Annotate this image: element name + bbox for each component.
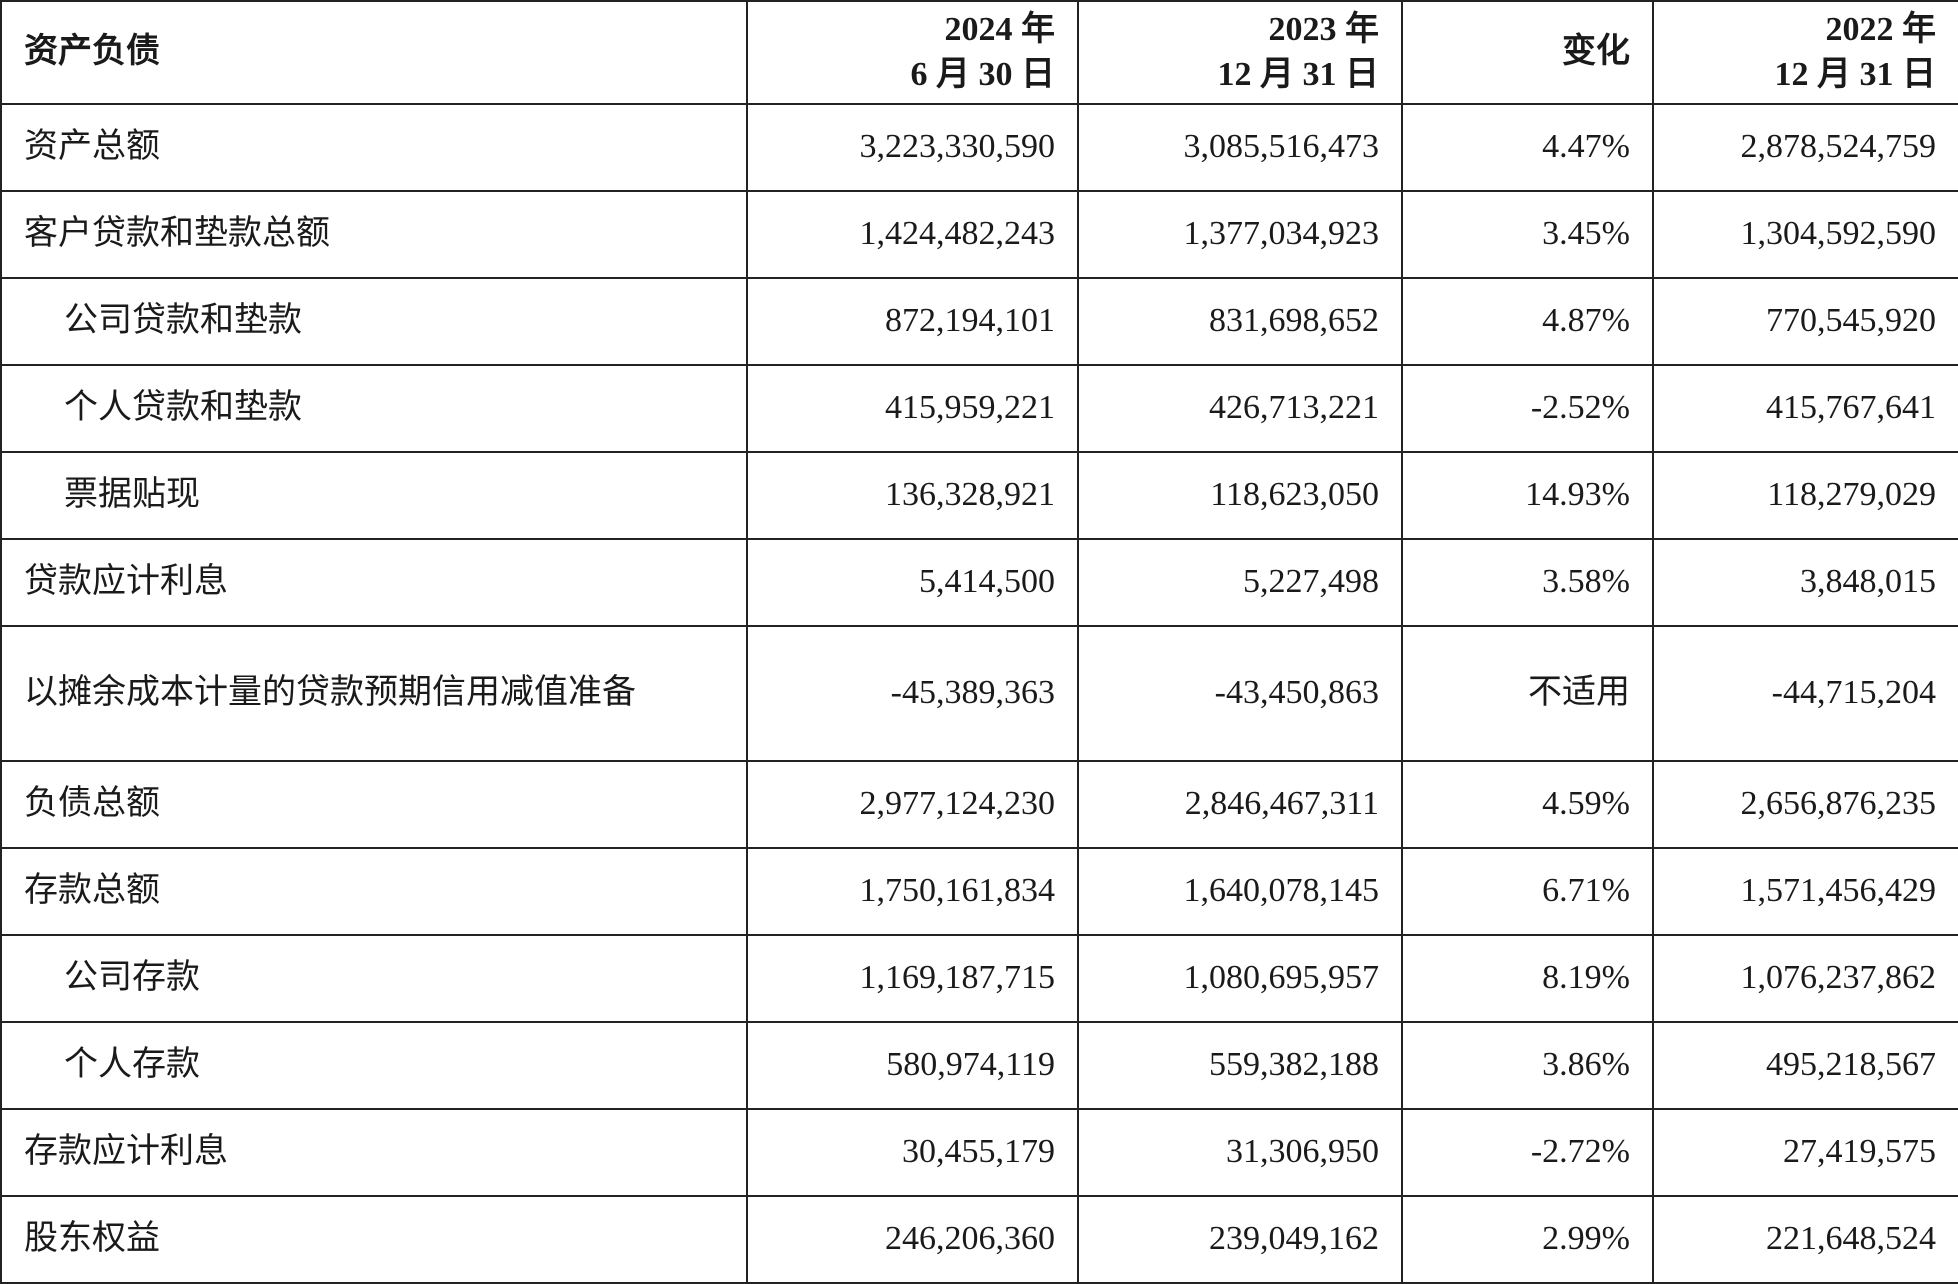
cell-value: 239,049,162 [1077,1195,1403,1284]
row-label: 客户贷款和垫款总额 [0,190,748,279]
cell-value: 5,414,500 [746,538,1079,627]
header-row: 资产负债 2024 年 6 月 30 日 2023 年 12 月 31 日 变化 2022 … [0,0,1958,105]
cell-value: 4.47% [1401,103,1654,192]
row-label: 股东权益 [0,1195,748,1284]
cell-value: 31,306,950 [1077,1108,1403,1197]
cell-value: 495,218,567 [1652,1021,1958,1110]
row-label: 负债总额 [0,760,748,849]
header-cell: 2023 年 12 月 31 日 [1077,0,1403,105]
cell-value: -43,450,863 [1077,625,1403,762]
row-label: 公司贷款和垫款 [0,277,748,366]
row-label: 个人贷款和垫款 [0,364,748,453]
header-line: 2024 年 [944,11,1056,49]
row-label: 以摊余成本计量的贷款预期信用减值准备 [0,625,748,762]
table-row: 个人贷款和垫款 415,959,221 426,713,221 -2.52% 415,7… [0,364,1958,453]
row-label: 存款总额 [0,847,748,936]
row-label: 资产总额 [0,103,748,192]
cell-value: -2.52% [1401,364,1654,453]
cell-value: 415,959,221 [746,364,1079,453]
cell-value: 3,085,516,473 [1077,103,1403,192]
cell-value: 1,377,034,923 [1077,190,1403,279]
table-row: 负债总额 2,977,124,230 2,846,467,311 4.59% 2,656… [0,760,1958,849]
header-cell: 2022 年 12 月 31 日 [1652,0,1958,105]
cell-value: 3.45% [1401,190,1654,279]
table-row: 个人存款 580,974,119 559,382,188 3.86% 495,218,5… [0,1021,1958,1110]
cell-value: 3.86% [1401,1021,1654,1110]
row-label: 公司存款 [0,934,748,1023]
cell-value: 2,656,876,235 [1652,760,1958,849]
cell-value: 5,227,498 [1077,538,1403,627]
header-cell: 资产负债 [0,0,748,105]
header-line: 2023 年 [1268,11,1380,49]
cell-value: 118,279,029 [1652,451,1958,540]
cell-value: 1,571,456,429 [1652,847,1958,936]
cell-value: 8.19% [1401,934,1654,1023]
cell-value: 426,713,221 [1077,364,1403,453]
cell-value: 4.87% [1401,277,1654,366]
header-line: 变化 [1562,33,1630,71]
table-row: 公司存款 1,169,187,715 1,080,695,957 8.19% 1,076… [0,934,1958,1023]
table-row: 票据贴现 136,328,921 118,623,050 14.93% 118,279,… [0,451,1958,540]
cell-value: 246,206,360 [746,1195,1079,1284]
cell-value: 221,648,524 [1652,1195,1958,1284]
cell-value: 2,846,467,311 [1077,760,1403,849]
header-line: 6 月 30 日 [910,55,1056,93]
cell-value: 580,974,119 [746,1021,1079,1110]
cell-value: 770,545,920 [1652,277,1958,366]
cell-value: 1,750,161,834 [746,847,1079,936]
cell-value: 118,623,050 [1077,451,1403,540]
row-label: 票据贴现 [0,451,748,540]
table-row: 存款总额 1,750,161,834 1,640,078,145 6.71% 1,571… [0,847,1958,936]
table-row: 资产总额 3,223,330,590 3,085,516,473 4.47% 2,878… [0,103,1958,192]
cell-value: 6.71% [1401,847,1654,936]
header-cell: 2024 年 6 月 30 日 [746,0,1079,105]
cell-value: 2,878,524,759 [1652,103,1958,192]
header-line: 12 月 31 日 [1217,55,1380,93]
table-row: 贷款应计利息 5,414,500 5,227,498 3.58% 3,848,015 [0,538,1958,627]
cell-value: 3.58% [1401,538,1654,627]
cell-value: 415,767,641 [1652,364,1958,453]
cell-value: 1,076,237,862 [1652,934,1958,1023]
cell-value: 30,455,179 [746,1108,1079,1197]
table-row: 以摊余成本计量的贷款预期信用减值准备 -45,389,363 -43,450,863… [0,625,1958,762]
cell-value: 1,640,078,145 [1077,847,1403,936]
header-cell: 变化 [1401,0,1654,105]
cell-value: 1,304,592,590 [1652,190,1958,279]
cell-value: 3,223,330,590 [746,103,1079,192]
cell-value: 136,328,921 [746,451,1079,540]
table-row: 客户贷款和垫款总额 1,424,482,243 1,377,034,923 3.45%… [0,190,1958,279]
table-row: 存款应计利息 30,455,179 31,306,950 -2.72% 27,419,5… [0,1108,1958,1197]
cell-value: 831,698,652 [1077,277,1403,366]
cell-value: 2,977,124,230 [746,760,1079,849]
header-line: 资产负债 [24,33,160,71]
header-line: 2022 年 [1825,11,1937,49]
cell-value: 14.93% [1401,451,1654,540]
table-body: 资产总额 3,223,330,590 3,085,516,473 4.47% 2,878… [0,103,1958,1284]
table-row: 股东权益 246,206,360 239,049,162 2.99% 221,648,5… [0,1195,1958,1284]
cell-value: 872,194,101 [746,277,1079,366]
row-label: 贷款应计利息 [0,538,748,627]
cell-value: 1,080,695,957 [1077,934,1403,1023]
cell-value: -45,389,363 [746,625,1079,762]
cell-value: 3,848,015 [1652,538,1958,627]
cell-value: 1,424,482,243 [746,190,1079,279]
cell-value: 2.99% [1401,1195,1654,1284]
cell-value: -2.72% [1401,1108,1654,1197]
row-label: 个人存款 [0,1021,748,1110]
row-label: 存款应计利息 [0,1108,748,1197]
cell-value: 4.59% [1401,760,1654,849]
table-row: 公司贷款和垫款 872,194,101 831,698,652 4.87% 770,54… [0,277,1958,366]
cell-value: -44,715,204 [1652,625,1958,762]
header-line: 12 月 31 日 [1774,55,1937,93]
cell-value: 1,169,187,715 [746,934,1079,1023]
cell-value: 27,419,575 [1652,1108,1958,1197]
cell-value: 559,382,188 [1077,1021,1403,1110]
cell-value: 不适用 [1401,625,1654,762]
